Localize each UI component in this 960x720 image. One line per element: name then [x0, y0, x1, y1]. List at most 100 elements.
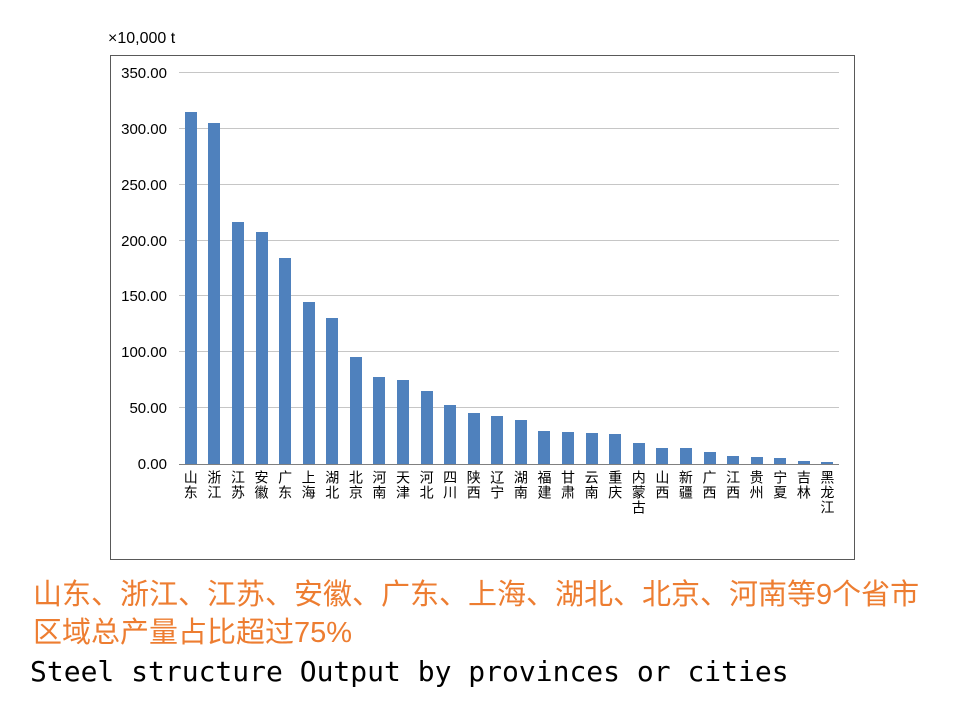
bar	[609, 433, 622, 464]
x-label-slot: 江苏	[226, 470, 250, 556]
bar	[514, 420, 527, 464]
x-label-slot: 湖北	[320, 470, 344, 556]
x-tick-label: 河南	[371, 470, 388, 500]
bar-slot	[320, 73, 344, 464]
bar	[562, 431, 575, 464]
bar	[373, 376, 386, 464]
bar-slot	[179, 73, 203, 464]
x-axis-tick-labels: 山东 浙江 江苏 安徽 广东 上海 湖北 北京 河南 天津 河北 四川 陕西 辽宁 湖南 福建 甘肃 云南 重庆 内蒙…	[179, 470, 839, 556]
plot-area	[179, 72, 839, 465]
x-tick-label: 吉林	[795, 470, 812, 500]
x-label-slot: 重庆	[603, 470, 627, 556]
bar	[491, 415, 504, 464]
x-tick-label: 内蒙古	[630, 470, 647, 515]
x-tick-label: 江苏	[229, 470, 246, 500]
bar	[396, 380, 409, 464]
x-tick-label: 贵州	[748, 470, 765, 500]
x-label-slot: 北京	[344, 470, 368, 556]
bar	[184, 112, 197, 464]
bar	[255, 231, 268, 464]
x-label-slot: 上海	[297, 470, 321, 556]
bar-slot	[273, 73, 297, 464]
bar	[349, 356, 362, 464]
x-tick-label: 重庆	[607, 470, 624, 500]
x-label-slot: 湖南	[509, 470, 533, 556]
x-label-slot: 黑龙江	[816, 470, 840, 556]
bar-slot	[391, 73, 415, 464]
y-tick-label: 300.00	[121, 120, 167, 138]
x-tick-label: 河北	[418, 470, 435, 500]
x-tick-label: 广东	[277, 470, 294, 500]
bar	[656, 448, 669, 464]
bar-slot	[651, 73, 675, 464]
gridline	[179, 72, 839, 73]
x-tick-label: 广西	[701, 470, 718, 500]
caption-highlight: 山东、浙江、江苏、安徽、广东、上海、湖北、北京、河南等9个省市区域总产量占比超过…	[33, 579, 920, 650]
x-label-slot: 天津	[391, 470, 415, 556]
x-tick-label: 安徽	[253, 470, 270, 500]
y-tick-label: 200.00	[121, 232, 167, 250]
x-label-slot: 内蒙古	[627, 470, 651, 556]
x-label-slot: 新疆	[674, 470, 698, 556]
x-tick-label: 北京	[347, 470, 364, 500]
bar	[302, 302, 315, 464]
y-tick-label: 350.00	[121, 65, 167, 82]
gridlines	[179, 72, 839, 464]
x-tick-label: 四川	[442, 470, 459, 500]
bar	[208, 123, 221, 464]
bar	[279, 258, 292, 464]
x-tick-label: 黑龙江	[819, 470, 836, 515]
x-tick-label: 山东	[182, 470, 199, 500]
bar	[326, 317, 339, 464]
x-tick-label: 陕西	[465, 470, 482, 500]
bar	[420, 391, 433, 464]
y-tick-label: 150.00	[121, 288, 167, 306]
bar-slot	[533, 73, 557, 464]
x-label-slot: 安徽	[250, 470, 274, 556]
bar-slot	[462, 73, 486, 464]
bar-slot	[344, 73, 368, 464]
y-axis-unit-label: ×10,000 t	[108, 30, 176, 47]
bar-slot	[250, 73, 274, 464]
y-tick-label: 0.00	[137, 456, 167, 473]
x-tick-label: 湖北	[324, 470, 341, 500]
bar	[632, 442, 645, 464]
x-tick-label: 浙江	[206, 470, 223, 500]
x-label-slot: 辽宁	[486, 470, 510, 556]
gridline	[179, 407, 839, 409]
x-label-slot: 陕西	[462, 470, 486, 556]
bar-slot	[816, 73, 840, 464]
bar-slot	[368, 73, 392, 464]
bar	[797, 460, 810, 464]
x-tick-label: 新疆	[677, 470, 694, 500]
x-tick-label: 上海	[300, 470, 317, 500]
bar	[585, 432, 598, 464]
x-label-slot: 贵州	[745, 470, 769, 556]
gridline	[179, 351, 839, 353]
y-axis-tick-labels: 0.00 50.00 100.00 150.00 200.00 250.00 300.00 3…	[111, 65, 173, 473]
x-tick-label: 天津	[394, 470, 411, 500]
bar-slot	[674, 73, 698, 464]
bar-series	[179, 73, 839, 464]
x-label-slot: 广东	[273, 470, 297, 556]
x-label-slot: 河南	[368, 470, 392, 556]
bar-slot	[415, 73, 439, 464]
x-tick-label: 湖南	[512, 470, 529, 500]
bar	[727, 456, 740, 464]
bar	[821, 461, 834, 464]
x-tick-label: 山西	[654, 470, 671, 500]
x-label-slot: 云南	[580, 470, 604, 556]
bar-slot	[768, 73, 792, 464]
bar-slot	[509, 73, 533, 464]
bar-slot	[297, 73, 321, 464]
x-label-slot: 福建	[533, 470, 557, 556]
x-label-slot: 吉林	[792, 470, 816, 556]
bar-slot	[580, 73, 604, 464]
bar-slot	[627, 73, 651, 464]
x-tick-label: 辽宁	[489, 470, 506, 500]
bar	[231, 221, 244, 464]
x-tick-label: 云南	[583, 470, 600, 500]
y-tick-label: 50.00	[129, 400, 167, 418]
bar-slot	[603, 73, 627, 464]
bar	[750, 457, 763, 464]
